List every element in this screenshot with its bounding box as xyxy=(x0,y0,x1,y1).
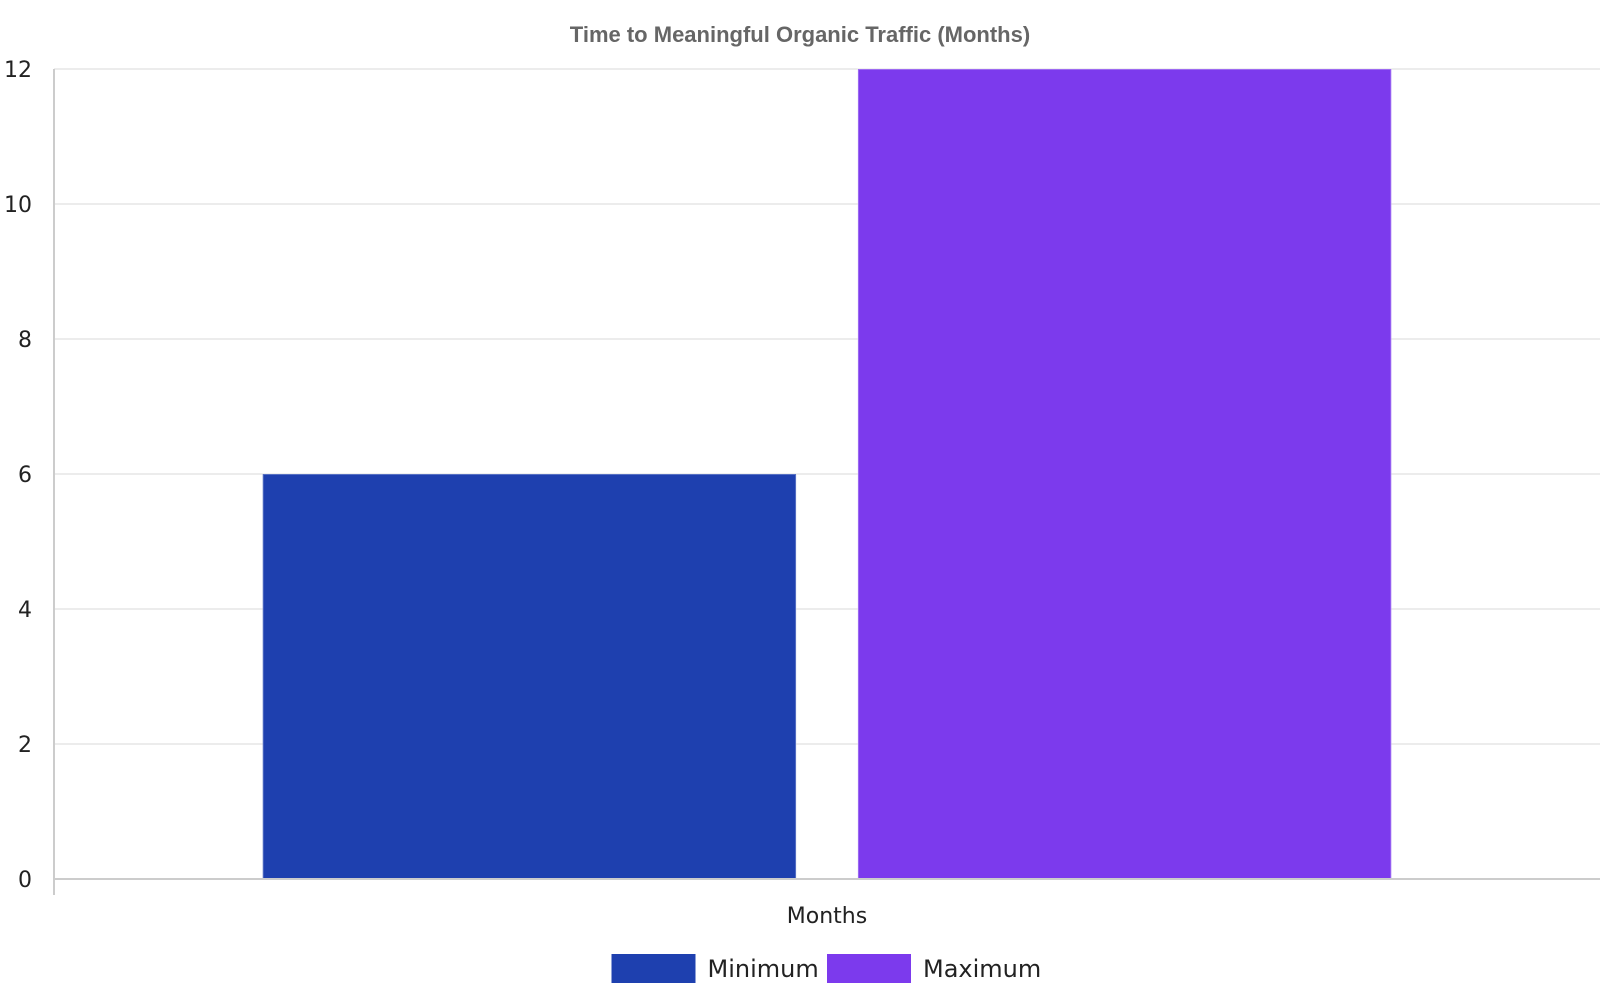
legend-label: Maximum xyxy=(923,955,1041,983)
y-tick-label: 4 xyxy=(18,598,32,623)
x-tick-label: Months xyxy=(787,904,867,929)
axes xyxy=(53,69,1600,895)
legend-swatch xyxy=(827,954,911,983)
y-tick-label: 2 xyxy=(18,733,32,758)
y-tick-label: 12 xyxy=(4,58,32,83)
y-tick-label: 8 xyxy=(18,328,32,353)
legend-item-minimum[interactable]: Minimum xyxy=(611,954,819,983)
legend-label: Minimum xyxy=(708,955,819,983)
bars xyxy=(261,68,1393,880)
x-axis-ticks: Months xyxy=(787,904,867,929)
y-tick-label: 0 xyxy=(18,868,32,893)
chart-title: Time to Meaningful Organic Traffic (Mont… xyxy=(570,22,1030,47)
bar-maximum[interactable] xyxy=(856,68,1393,880)
y-tick-label: 6 xyxy=(18,463,32,488)
legend-swatch xyxy=(611,954,696,983)
legend-item-maximum[interactable]: Maximum xyxy=(827,954,1041,983)
bar-minimum[interactable] xyxy=(261,473,798,880)
y-tick-label: 10 xyxy=(4,193,32,218)
y-axis-ticks: 0 2 4 6 8 10 12 xyxy=(4,58,32,893)
legend[interactable]: Minimum Maximum xyxy=(611,954,1042,983)
